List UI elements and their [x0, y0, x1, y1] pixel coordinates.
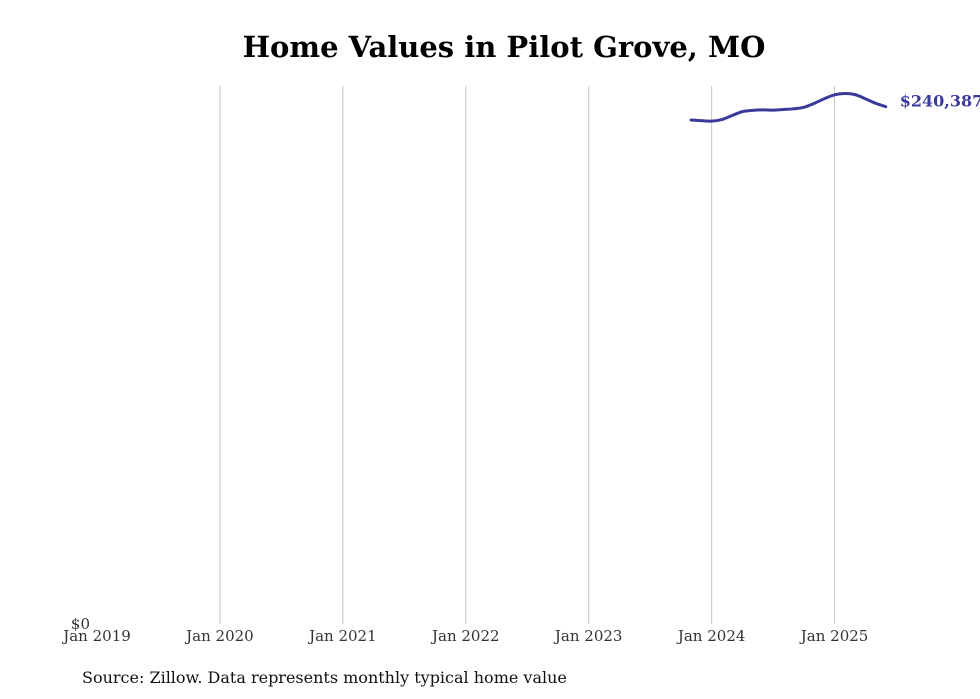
axis-labels: Jan 2019 Jan 2020 Jan 2021 Jan 2022 Jan 2023… [61, 615, 868, 645]
grid-lines [219, 86, 836, 624]
end-value-label: $240,387 [900, 92, 980, 111]
x-tick-label: Jan 2022 [430, 627, 500, 645]
series-line [689, 92, 888, 123]
x-tick-label: Jan 2020 [184, 627, 254, 645]
chart-title: Home Values in Pilot Grove, MO [242, 30, 766, 64]
x-tick-label: Jan 2023 [553, 627, 623, 645]
y-tick-label: $0 [71, 615, 90, 633]
x-tick-label: Jan 2019 [61, 627, 131, 645]
x-tick-label: Jan 2024 [676, 627, 746, 645]
x-tick-label: Jan 2025 [799, 627, 869, 645]
x-tick-label: Jan 2021 [307, 627, 377, 645]
source-note: Source: Zillow. Data represents monthly … [82, 668, 567, 687]
line-chart: $240,387 Jan 2019 Jan 2020 Jan 2021 Jan 202… [61, 86, 980, 645]
series-layer: $240,387 [689, 92, 980, 123]
